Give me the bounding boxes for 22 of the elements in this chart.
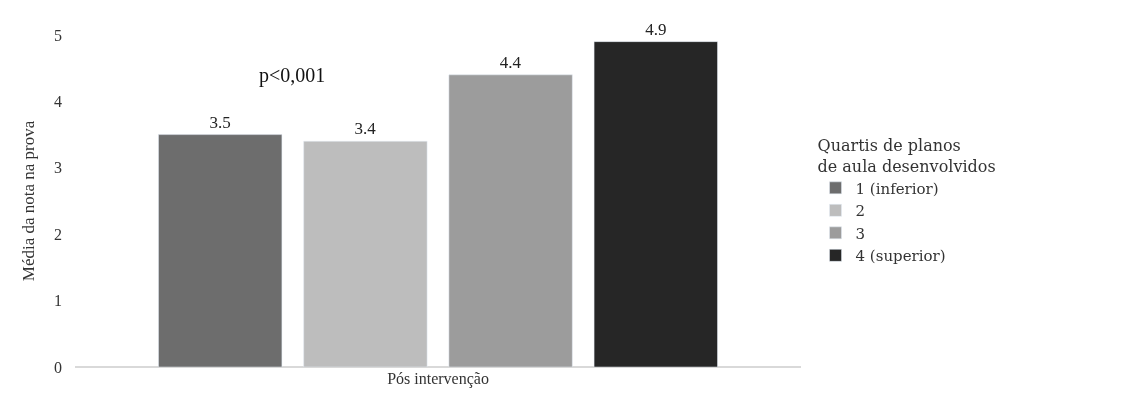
y-tick-label: 1	[54, 292, 62, 310]
data-label: 3.5	[209, 112, 231, 132]
bar	[448, 74, 573, 367]
bar	[303, 140, 428, 367]
y-axis-title: Média da nota na prova	[18, 120, 38, 282]
data-label: 3.4	[354, 119, 377, 139]
legend-title: Quartis de planos de aula desenvolvidos	[817, 135, 996, 176]
legend-label: 1 (inferior)	[855, 179, 939, 198]
y-tick-label: 0	[54, 358, 62, 376]
bar	[158, 134, 283, 367]
x-axis-title: Pós intervenção	[387, 369, 489, 388]
annotation: p<0,001	[259, 64, 326, 87]
y-tick-label: 3	[54, 159, 62, 177]
legend-label: 3	[855, 224, 866, 243]
bar	[593, 41, 718, 367]
y-tick-label: 2	[54, 225, 62, 243]
y-tick-label: 5	[54, 26, 62, 44]
y-tick-label: 4	[54, 93, 62, 110]
legend-label: 4 (superior)	[855, 247, 946, 266]
data-label: 4.4	[499, 52, 522, 72]
legend-label: 2	[855, 202, 866, 221]
data-label: 4.9	[645, 19, 667, 39]
